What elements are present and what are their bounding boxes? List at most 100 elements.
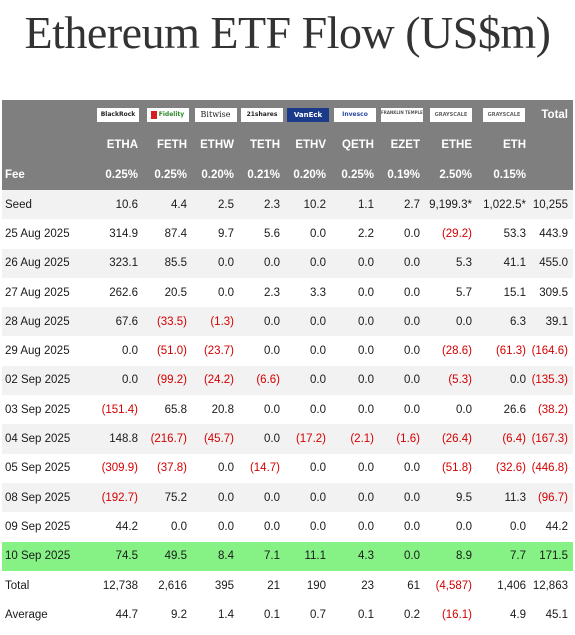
flow-cell: 15.1 (477, 277, 531, 308)
row-date-label: Seed (2, 190, 93, 220)
flow-cell: 9.7 (192, 219, 239, 249)
flow-cell: (309.9) (93, 453, 143, 483)
ticker-header: TETH (239, 130, 285, 160)
flow-cell: 323.1 (93, 248, 143, 278)
flow-cell: 0.0 (477, 512, 531, 542)
table-row: 05 Sep 2025 (309.9) (37.8) 0.0 (14.7) 0.0 0.0 0… (2, 453, 573, 483)
flow-cell: 75.2 (143, 482, 192, 513)
flow-cell: 0.0 (285, 512, 331, 542)
flow-cell: (1.3) (192, 307, 239, 337)
flow-cell: (37.8) (143, 453, 192, 483)
ticker-header: ETHW (192, 130, 239, 160)
flow-cell: 2.3 (239, 190, 285, 220)
row-total-cell: (135.3) (531, 365, 573, 396)
row-total-cell: 12,863 (531, 570, 573, 601)
flow-cell: 0.0 (331, 365, 379, 396)
flow-cell: 0.0 (379, 482, 425, 513)
invesco-logo: Invesco (334, 108, 376, 122)
flow-cell: (17.2) (285, 424, 331, 454)
flow-cell: 0.0 (379, 395, 425, 425)
flow-cell: (216.7) (143, 424, 192, 454)
flow-cell: 11.3 (477, 482, 531, 513)
flow-cell: 0.0 (192, 248, 239, 278)
table-row: 10 Sep 2025 74.5 49.5 8.4 7.1 11.1 4.3 0.0 8.9 7.… (2, 541, 573, 571)
flow-cell: 41.1 (477, 248, 531, 278)
flow-cell: 0.0 (239, 512, 285, 542)
row-total-cell: (446.8) (531, 453, 573, 483)
blackrock-logo: BlackRock (97, 108, 139, 122)
table-row: Seed 10.6 4.4 2.5 2.3 10.2 1.1 2.7 9,199.3* 1,022… (2, 190, 573, 220)
fee-cell: 0.21% (239, 160, 285, 190)
row-total-cell: (167.3) (531, 424, 573, 454)
row-date-label: 08 Sep 2025 (2, 482, 93, 513)
summary-row: Total 12,738 2,616 395 21 190 23 61 (4,587) 1,406… (2, 570, 573, 601)
flow-cell: 395 (192, 570, 239, 601)
flow-cell: (4,587) (425, 570, 477, 601)
flow-cell: 85.5 (143, 248, 192, 278)
flow-cell: (5.3) (425, 365, 477, 396)
flow-cell: 11.1 (285, 541, 331, 571)
flow-cell: (51.8) (425, 453, 477, 483)
flow-cell: 0.0 (331, 453, 379, 483)
flow-cell: 0.0 (331, 336, 379, 366)
flow-cell: 0.0 (285, 248, 331, 278)
flow-cell: (26.4) (425, 424, 477, 454)
flow-cell: 5.6 (239, 219, 285, 249)
row-date-label: 02 Sep 2025 (2, 365, 93, 396)
flow-cell: 0.0 (239, 248, 285, 278)
flow-cell: 8.9 (425, 541, 477, 571)
flow-cell: 0.2 (379, 600, 425, 630)
flow-cell: (16.1) (425, 600, 477, 630)
row-total-cell: 39.1 (531, 307, 573, 337)
flow-cell: 0.1 (331, 600, 379, 630)
flow-cell: 5.3 (425, 248, 477, 278)
row-total-cell: (38.2) (531, 395, 573, 425)
flow-cell: (1.6) (379, 424, 425, 454)
flow-cell: 0.0 (285, 219, 331, 249)
flow-cell: 0.0 (285, 482, 331, 513)
row-date-label: Total (2, 570, 93, 601)
ticker-header: ETHE (425, 130, 477, 160)
flow-cell: 0.0 (379, 219, 425, 249)
flow-cell: (32.6) (477, 453, 531, 483)
flow-cell: 2.5 (192, 190, 239, 220)
flow-cell: 0.0 (379, 541, 425, 571)
flow-cell: 20.8 (192, 395, 239, 425)
table-row: 08 Sep 2025 (192.7) 75.2 0.0 0.0 0.0 0.0 0.0 9.5… (2, 482, 573, 513)
row-date-label: 09 Sep 2025 (2, 512, 93, 542)
flow-cell: 0.0 (379, 453, 425, 483)
flow-cell: 0.0 (285, 453, 331, 483)
header-empty-cell (2, 100, 93, 130)
row-total-cell: 455.0 (531, 248, 573, 278)
flow-cell: (192.7) (93, 482, 143, 513)
flow-cell: 0.0 (192, 277, 239, 308)
ticker-header: QETH (331, 130, 379, 160)
flow-cell: (51.0) (143, 336, 192, 366)
ticker-header: ETH (477, 130, 531, 160)
total-column-header: Total (531, 100, 573, 130)
flow-cell: 26.6 (477, 395, 531, 425)
flow-cell: (6.4) (477, 424, 531, 454)
vaneck-logo: VanEck (287, 108, 329, 122)
table-row: 25 Aug 2025 314.9 87.4 9.7 5.6 0.0 2.2 0.0 (29.2… (2, 219, 573, 249)
table-row: 27 Aug 2025 262.6 20.5 0.0 2.3 3.3 0.0 0.0 5.7 15… (2, 277, 573, 308)
fee-cell: 0.20% (285, 160, 331, 190)
row-total-cell: 309.5 (531, 277, 573, 308)
grayscale-logo: GRAYSCALE (483, 108, 525, 122)
flow-cell: 0.0 (379, 512, 425, 542)
flow-cell: 0.0 (331, 248, 379, 278)
ticker-header: ETHV (285, 130, 331, 160)
bitwise-logo: Bitwise (194, 108, 237, 122)
ticker-header: FETH (143, 130, 192, 160)
flow-cell: 0.0 (192, 453, 239, 483)
flow-cell: 87.4 (143, 219, 192, 249)
flow-cell: 0.0 (285, 365, 331, 396)
fee-cell: 0.19% (379, 160, 425, 190)
flow-cell: 1,022.5* (477, 190, 531, 220)
flow-cell: 20.5 (143, 277, 192, 308)
issuer-logo-row: BlackRock Fidelity Bitwise 21shares VanE… (2, 100, 573, 130)
flow-cell: 0.0 (331, 307, 379, 337)
row-date-label: 10 Sep 2025 (2, 541, 93, 571)
flow-cell: 23 (331, 570, 379, 601)
flow-cell: 0.0 (93, 336, 143, 366)
